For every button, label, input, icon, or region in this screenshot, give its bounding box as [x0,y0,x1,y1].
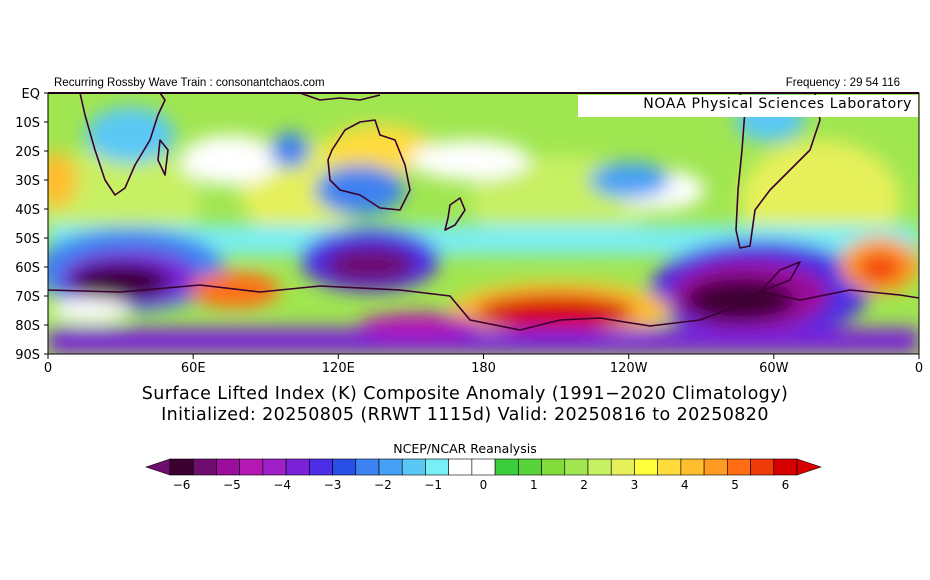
colorbar-cell [494,458,519,476]
colorbar-arrow-left [145,458,171,476]
lon-label: 120E [322,361,355,376]
header-left-text: Recurring Rossby Wave Train : consonantc… [54,77,325,89]
colorbar-cell [425,458,449,476]
colorbar-tick-label: 2 [580,478,588,492]
colorbar-cell [332,458,357,476]
colorbar-cell [773,458,798,476]
lon-label: 0 [915,361,923,376]
lab-label: NOAA Physical Sciences Laboratory [578,95,918,117]
lat-label: 40S [15,203,40,218]
colorbar-tick-label: −2 [374,478,392,492]
colorbar: −6 −5 −4 −3 −2 −1 0 1 2 3 4 5 6 [145,458,822,492]
title-line-1: Surface Lifted Index (K) Composite Anoma… [141,384,789,404]
lon-label: 180 [471,361,496,376]
colorbar-cell [657,458,682,476]
lon-label: 60E [181,361,206,376]
colorbar-tick-label: −3 [324,478,342,492]
colorbar-cell [192,458,217,476]
colorbar-tick-label: 3 [631,478,639,492]
colorbar-cell [634,458,658,476]
title-line-2: Initialized: 20250805 (RRWT 1115d) Valid… [161,405,769,425]
colorbar-arrow-right [796,458,822,476]
colorbar-cell [401,458,426,476]
colorbar-tick-label: −1 [424,478,442,492]
colorbar-cell [378,458,403,476]
colorbar-tick-label: 4 [681,478,689,492]
lon-label: 60W [759,361,789,376]
colorbar-tick-label: 0 [480,478,488,492]
lat-label: 90S [15,348,40,363]
colorbar-cell [471,458,496,476]
colorbar-cell [169,458,194,476]
colorbar-cell [587,458,612,476]
colorbar-cell [216,458,240,476]
colorbar-cell [355,458,380,476]
colorbar-tick-label: 5 [731,478,739,492]
colorbar-cell [703,458,728,476]
colorbar-cell [727,458,751,476]
colorbar-cell [610,458,635,476]
colorbar-cell [448,458,473,476]
map-panel: EQ 10S 20S 30S 40S 50S 60S 70S 80S 90S 0 60E 120E 18… [15,87,923,376]
colorbar-cell [518,458,542,476]
colorbar-cell [750,458,775,476]
colorbar-caption: NCEP/NCAR Reanalysis [393,441,537,456]
lat-label: 20S [15,145,40,160]
lat-label: 30S [15,174,40,189]
colorbar-cell [564,458,589,476]
lat-label: 80S [15,319,40,334]
lat-label: 10S [15,116,40,131]
header-right-text: Frequency : 29 54 116 [785,77,900,89]
colorbar-tick-label: 6 [782,478,790,492]
colorbar-tick-label: −4 [273,478,291,492]
colorbar-cell [262,458,287,476]
colorbar-tick-label: 1 [530,478,538,492]
lon-label: 0 [44,361,52,376]
colorbar-cell [285,458,310,476]
lat-label: 50S [15,232,40,247]
colorbar-cell [541,458,566,476]
colorbar-tick-label: −5 [223,478,241,492]
lat-label: 70S [15,290,40,305]
lat-label: 60S [15,261,40,276]
colorbar-tick-label: −6 [173,478,191,492]
lat-label: EQ [22,87,40,102]
colorbar-cell [239,458,264,476]
colorbar-cell [309,458,333,476]
lon-label: 120W [610,361,648,376]
colorbar-cell [680,458,705,476]
